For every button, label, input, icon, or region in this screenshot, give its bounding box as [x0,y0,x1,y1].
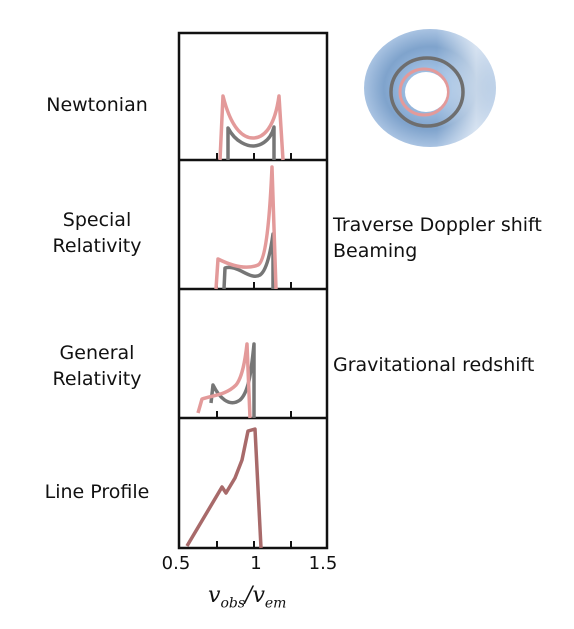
tick-label: 0.5 [161,553,191,574]
label-newtonian: Newtonian [12,92,182,118]
tick-marks [216,153,292,548]
disk-gray-ring [389,56,465,128]
newtonian-gray-curve [226,125,276,160]
general-gray-curve [209,342,256,418]
axis-sub-em: em [264,595,287,612]
label-gravitational-redshift: Gravitational redshift [333,352,534,378]
disk-inner-hole [405,72,447,112]
accretion-disk-illustration [364,29,496,147]
newtonian-pink-curve [218,94,285,161]
label-special-relativity: Special Relativity [12,207,182,259]
label-line: General [59,342,135,364]
line-profile-curve [185,427,263,549]
disk-pink-ring [398,67,450,117]
tick-label-0.5: 0.5 [162,553,191,574]
label-line-profile: Line Profile [12,479,182,505]
label-line: Relativity [52,235,142,257]
axis-sub-obs: obs [220,595,246,612]
axis-v-obs: v [208,583,221,608]
panel-frame [177,31,329,550]
axis-v-em: v [252,583,265,608]
special-pink-curve [214,165,278,290]
tick-label: 1 [250,553,262,574]
tick-label: 1.5 [308,553,338,574]
right-line: Gravitational redshift [333,354,535,376]
right-line: Traverse Doppler shift [333,214,542,236]
tick-label-1.5: 1.5 [309,553,338,574]
x-axis-label: vobs/vem [208,583,286,611]
right-line: Beaming [333,240,418,262]
general-pink-curve [196,342,252,419]
label-line: Line Profile [44,481,150,503]
label-transverse-doppler: Traverse Doppler shift Beaming [333,212,542,264]
tick-label-1: 1 [250,553,261,574]
label-line: Special [62,209,132,231]
special-gray-curve [222,232,275,290]
label-line: Newtonian [46,94,148,116]
label-line: Relativity [52,368,142,390]
label-general-relativity: General Relativity [12,340,182,392]
axis-slash: / [245,583,253,608]
